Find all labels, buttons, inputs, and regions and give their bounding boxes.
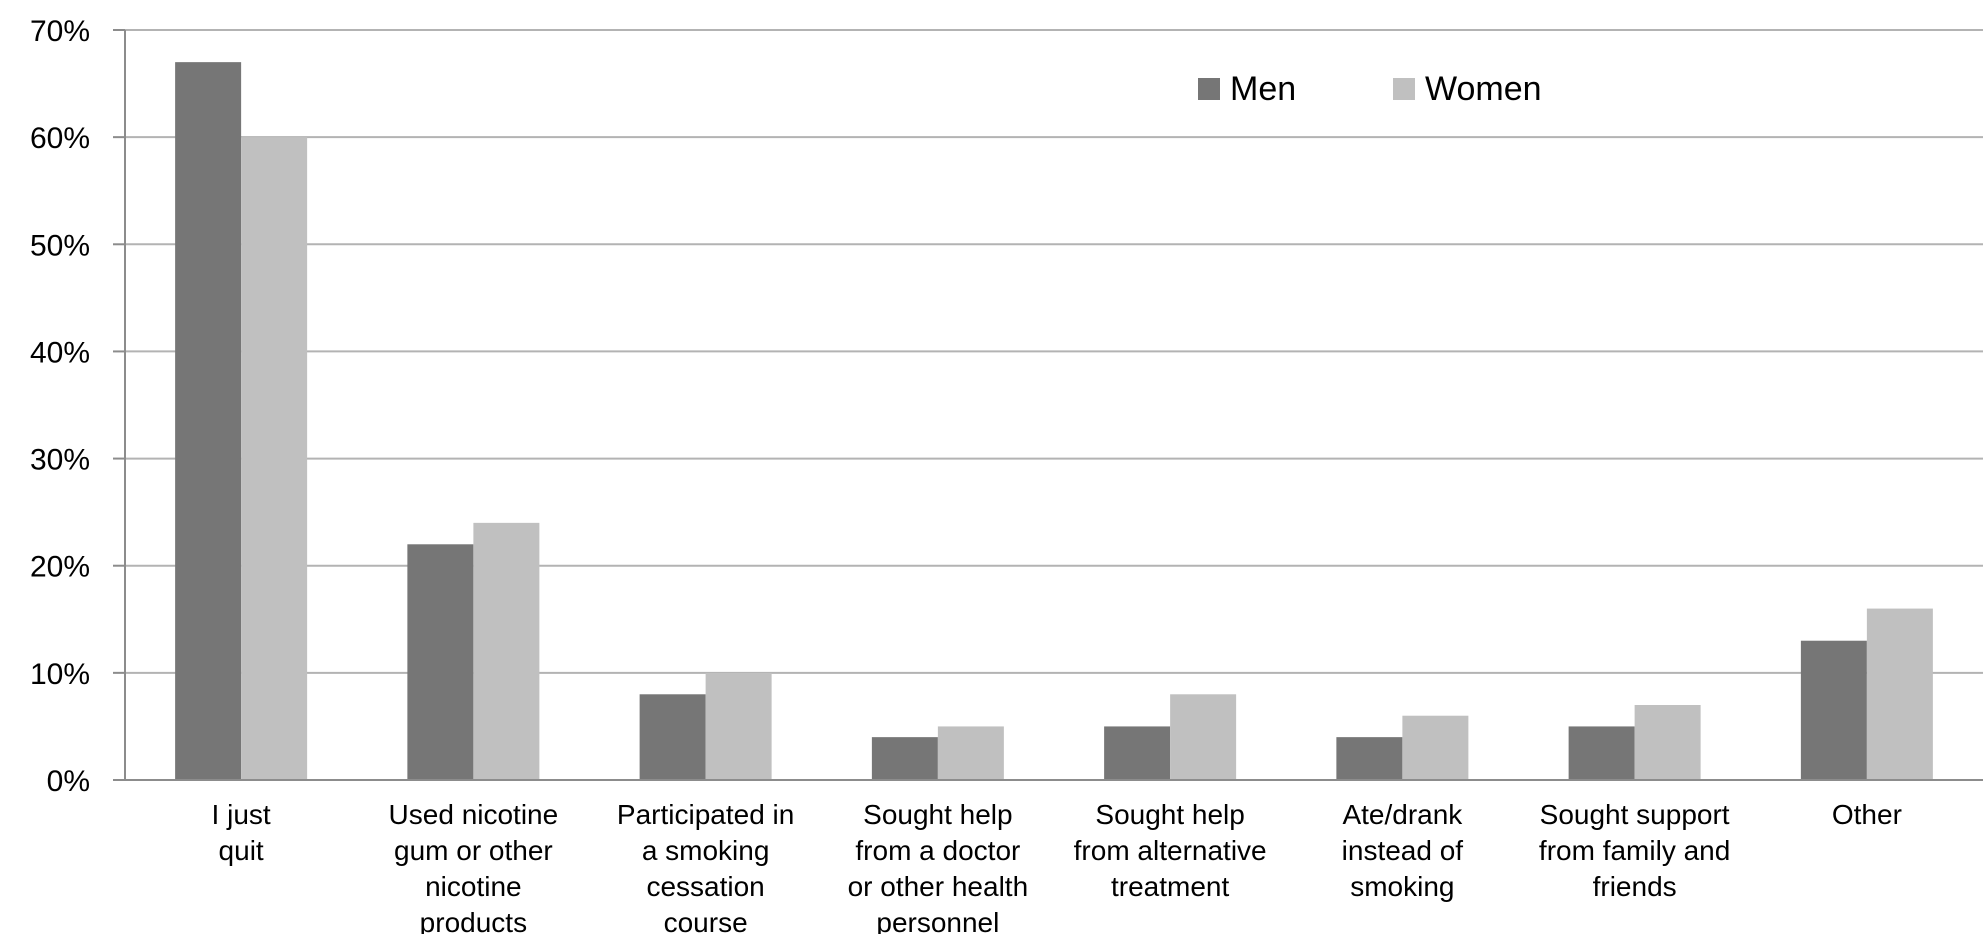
y-axis-tick-labels: 0% 10% 20% 30% 40% 50% 60% 70% <box>30 15 90 798</box>
y-tick-label: 70% <box>30 15 90 48</box>
bar-men <box>1568 726 1635 780</box>
gridlines <box>125 29 1983 674</box>
bar-men <box>175 62 242 780</box>
legend-label-women: Women <box>1425 70 1542 108</box>
bar-women <box>473 522 540 780</box>
x-category-label: I just quit <box>212 799 271 866</box>
bars <box>175 62 1933 781</box>
legend-swatch-men <box>1198 78 1220 100</box>
axes <box>113 29 1983 781</box>
bar-men <box>871 737 938 780</box>
bar-women <box>1634 705 1701 780</box>
bar-men <box>1104 726 1171 780</box>
y-tick-label: 40% <box>30 336 90 369</box>
bar-women <box>1170 694 1237 780</box>
y-tick-label: 50% <box>30 229 90 262</box>
bar-women <box>1402 715 1469 780</box>
bar-men <box>1800 640 1867 780</box>
legend-swatch-women <box>1393 78 1415 100</box>
x-category-label: Sought help from a doctor or other health p… <box>848 799 1029 934</box>
y-tick-label: 0% <box>47 765 90 798</box>
x-category-label: Participated in a smoking cessation course <box>617 799 794 934</box>
legend-label-men: Men <box>1230 70 1296 108</box>
y-tick-label: 10% <box>30 658 90 691</box>
bar-men <box>639 694 706 780</box>
x-category-label: Sought support from family and friends <box>1539 799 1730 902</box>
y-tick-label: 30% <box>30 444 90 477</box>
bar-women <box>1866 608 1933 780</box>
bar-women <box>937 726 1004 780</box>
legend: Men Women <box>1198 70 1542 108</box>
bar-men <box>1336 737 1403 780</box>
bar-women <box>241 137 308 781</box>
bar-women <box>705 672 772 780</box>
x-axis-category-labels: I just quit Used nicotine gum or other nicot… <box>212 799 1902 934</box>
bar-men <box>407 544 474 780</box>
y-tick-label: 60% <box>30 122 90 155</box>
x-category-label: Sought help from alternative treatment <box>1074 799 1267 902</box>
x-category-label: Used nicotine gum or other nicotine product… <box>389 799 559 934</box>
x-category-label: Other <box>1832 799 1902 830</box>
x-category-label: Ate/drank instead of smoking <box>1342 799 1464 902</box>
y-tick-label: 20% <box>30 551 90 584</box>
